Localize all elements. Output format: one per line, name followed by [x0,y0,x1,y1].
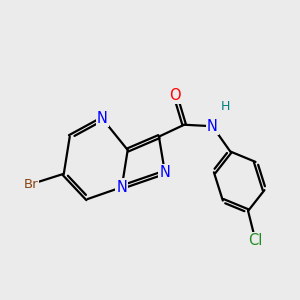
Text: N: N [116,180,127,195]
Text: O: O [169,88,181,103]
Text: N: N [97,111,108,126]
Text: Cl: Cl [248,233,263,248]
Text: Br: Br [24,178,38,191]
Text: N: N [207,119,218,134]
Text: N: N [159,165,170,180]
Text: H: H [221,100,230,113]
